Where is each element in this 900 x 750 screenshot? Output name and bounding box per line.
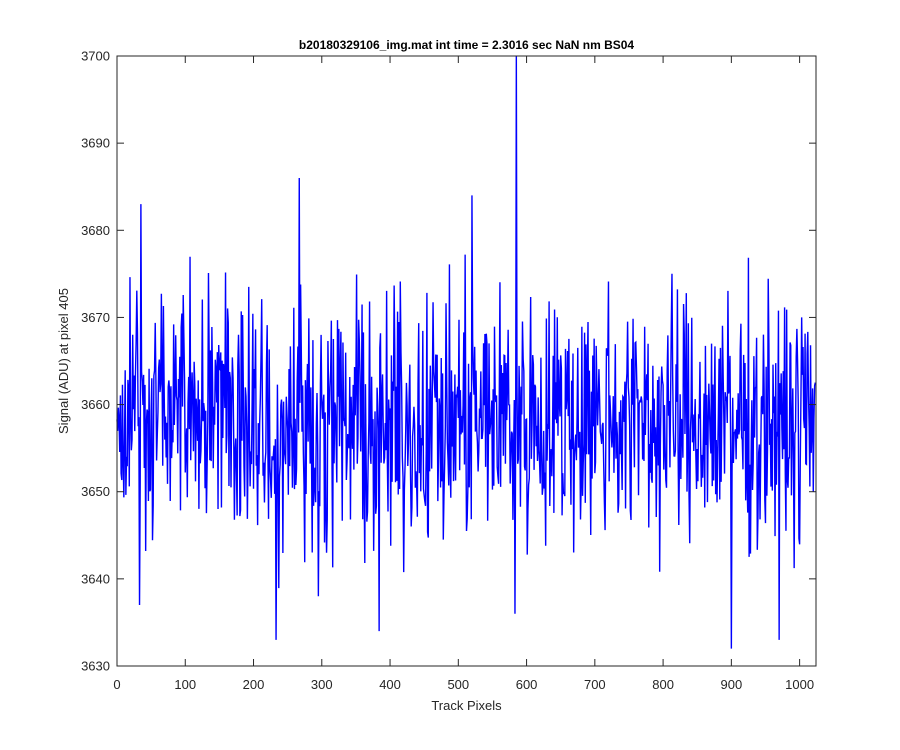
plot-area-background xyxy=(117,56,816,666)
y-tick-label: 3630 xyxy=(81,659,110,674)
x-tick-label: 1000 xyxy=(785,677,814,692)
x-tick-label: 700 xyxy=(584,677,606,692)
y-tick-label: 3690 xyxy=(81,136,110,151)
y-tick-label: 3670 xyxy=(81,310,110,325)
series-layer xyxy=(116,55,817,649)
x-tick-label: 400 xyxy=(379,677,401,692)
chart-title: b20180329106_img.mat int time = 2.3016 s… xyxy=(299,38,635,52)
x-tick-label: 100 xyxy=(174,677,196,692)
x-tick-label: 500 xyxy=(447,677,469,692)
x-tick-label: 0 xyxy=(113,677,120,692)
y-tick-label: 3680 xyxy=(81,223,110,238)
axes-box xyxy=(116,55,817,667)
y-tick-label: 3700 xyxy=(81,49,110,64)
x-tick-label: 200 xyxy=(243,677,265,692)
x-tick-label: 800 xyxy=(652,677,674,692)
x-axis-title: Track Pixels xyxy=(431,698,502,713)
x-tick-label: 600 xyxy=(516,677,538,692)
series-line-0 xyxy=(116,55,817,649)
x-tick-label: 300 xyxy=(311,677,333,692)
y-tick-label: 3650 xyxy=(81,484,110,499)
y-tick-label: 3640 xyxy=(81,571,110,586)
y-axis-title: Signal (ADU) at pixel 405 xyxy=(56,288,71,434)
ticks-layer: 0 100 200 300 400 500 600 700 800 900 1000 3630 3640… xyxy=(81,49,816,692)
y-tick-label: 3660 xyxy=(81,397,110,412)
x-tick-label: 900 xyxy=(721,677,743,692)
